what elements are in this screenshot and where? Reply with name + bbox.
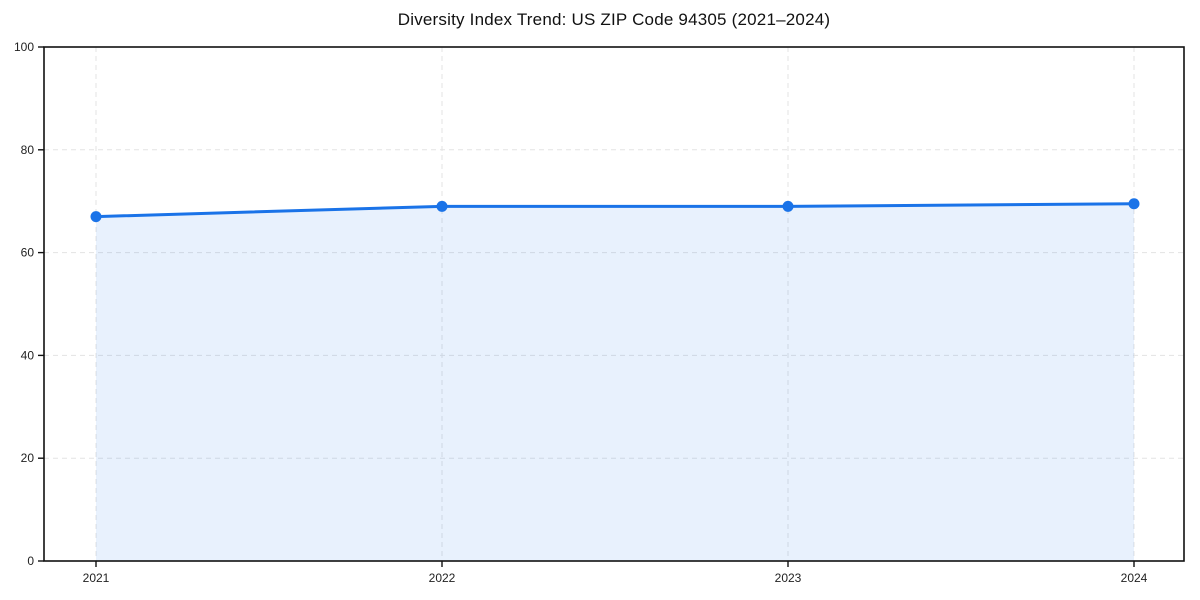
- y-tick-label: 20: [21, 451, 35, 465]
- data-point-marker: [90, 211, 102, 223]
- data-point-marker: [1128, 198, 1140, 210]
- series-line: [94, 202, 1136, 219]
- x-tick-label: 2023: [775, 571, 802, 585]
- x-tick-label: 2021: [83, 571, 110, 585]
- plot-border: [43, 46, 1185, 562]
- y-tick-label: 80: [21, 143, 35, 157]
- series-area-fill: [96, 203, 1134, 561]
- data-point-marker: [436, 200, 448, 212]
- chart-title: Diversity Index Trend: US ZIP Code 94305…: [397, 10, 831, 29]
- y-tick-label: 60: [21, 246, 35, 260]
- y-tick-label: 100: [14, 40, 34, 54]
- x-tick-label: 2022: [429, 571, 456, 585]
- x-tick-label: 2024: [1121, 571, 1148, 585]
- y-tick-label: 40: [21, 348, 35, 362]
- data-point-marker: [782, 200, 794, 212]
- y-tick-label: 0: [27, 554, 34, 568]
